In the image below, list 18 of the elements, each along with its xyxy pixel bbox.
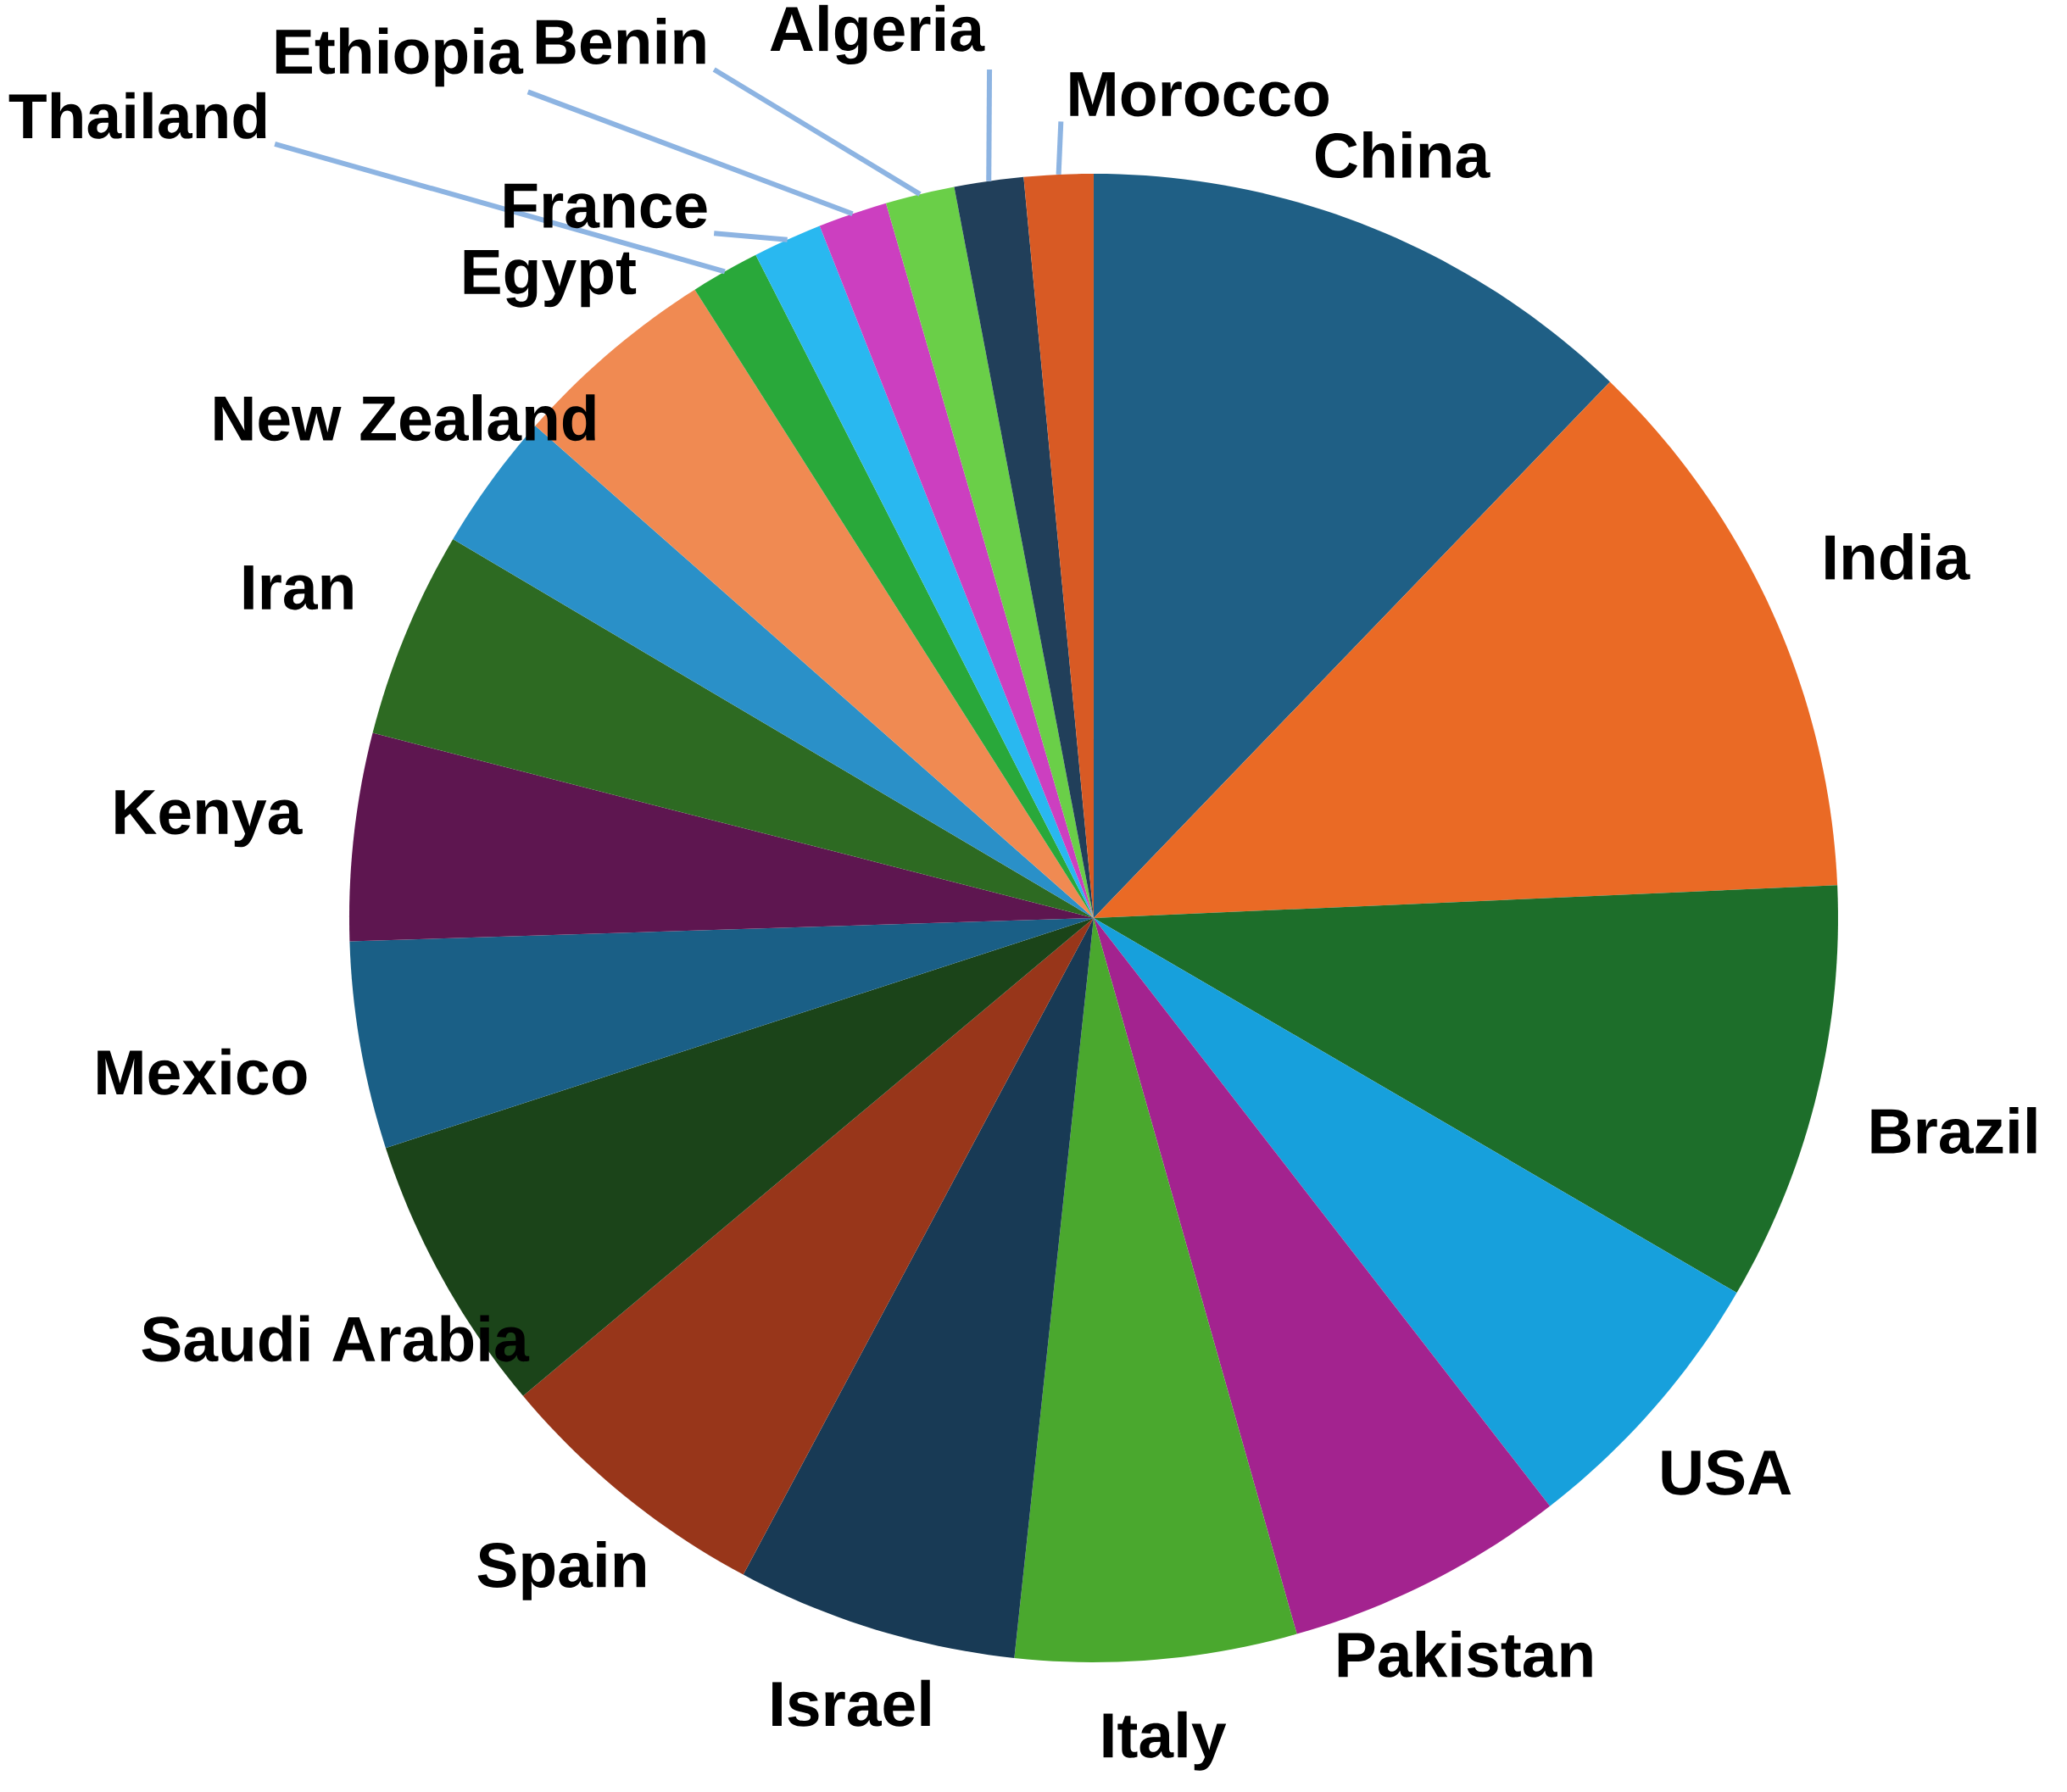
slice-label: Benin — [536, 17, 705, 64]
slice-label: Israel — [772, 1679, 930, 1727]
slice-label: India — [1825, 533, 1970, 581]
slice-label: USA — [1662, 1450, 1791, 1495]
slice-label: Algeria — [770, 4, 985, 65]
slice-label: Morocco — [1070, 72, 1329, 117]
slice-label: Iran — [243, 565, 353, 610]
slice-label: Ethiopia — [276, 27, 524, 87]
slice-label: Pakistan — [1338, 1630, 1592, 1678]
slice-label: Egypt — [464, 250, 637, 308]
slice-label: Spain — [477, 1540, 645, 1600]
slice-label: Brazil — [1871, 1107, 2036, 1155]
slice-label: Mexico — [98, 1048, 307, 1095]
slice-label: Thailand — [8, 92, 266, 139]
slice-label: Kenya — [115, 790, 303, 848]
slice-label: France — [504, 183, 707, 229]
slice-label: Italy — [1103, 1711, 1227, 1771]
slice-label: China — [1315, 131, 1490, 179]
